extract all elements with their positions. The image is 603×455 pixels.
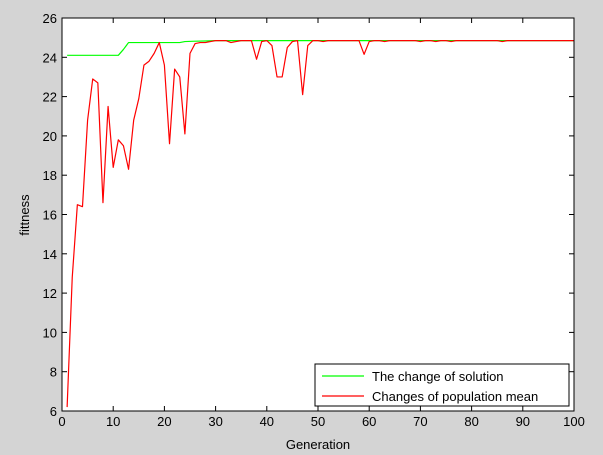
y-tick-label: 20: [43, 129, 57, 144]
y-tick-label: 10: [43, 325, 57, 340]
x-tick-label: 30: [208, 414, 222, 429]
x-tick-label: 80: [464, 414, 478, 429]
y-tick-label: 12: [43, 286, 57, 301]
legend: The change of solution Changes of popula…: [314, 363, 570, 407]
y-tick-label: 18: [43, 168, 57, 183]
y-tick-label: 14: [43, 247, 57, 262]
y-tick-label: 16: [43, 208, 57, 223]
x-axis-label: Generation: [286, 437, 350, 452]
series-line-population-mean: [66, 39, 574, 408]
y-tick-label: 24: [43, 50, 57, 65]
legend-label-solution: The change of solution: [372, 369, 504, 384]
x-tick-label: 70: [413, 414, 427, 429]
x-tick-label: 60: [362, 414, 376, 429]
series-layer: [66, 39, 574, 408]
y-tick-label: 26: [43, 11, 57, 26]
x-tick-label: 0: [58, 414, 65, 429]
x-tick-label: 90: [516, 414, 530, 429]
plot-frame: [61, 17, 575, 412]
legend-box: [314, 363, 570, 407]
y-axis-label: fittness: [17, 194, 32, 236]
legend-label-population-mean: Changes of population mean: [372, 389, 538, 404]
x-tick-label: 40: [260, 414, 274, 429]
axes-layer: 0 10 20 30 40 50 60 70 80 90 100 6 8 10 12 14 16 18 20 22 24…: [43, 11, 585, 429]
y-tick-label: 22: [43, 90, 57, 105]
x-tick-label: 50: [311, 414, 325, 429]
y-tick-label: 8: [50, 365, 57, 380]
x-tick-label: 10: [106, 414, 120, 429]
series-line-solution: [67, 39, 574, 56]
plot-area: [62, 18, 574, 411]
x-tick-label: 20: [157, 414, 171, 429]
x-tick-label: 100: [563, 414, 585, 429]
y-tick-label: 6: [50, 404, 57, 419]
